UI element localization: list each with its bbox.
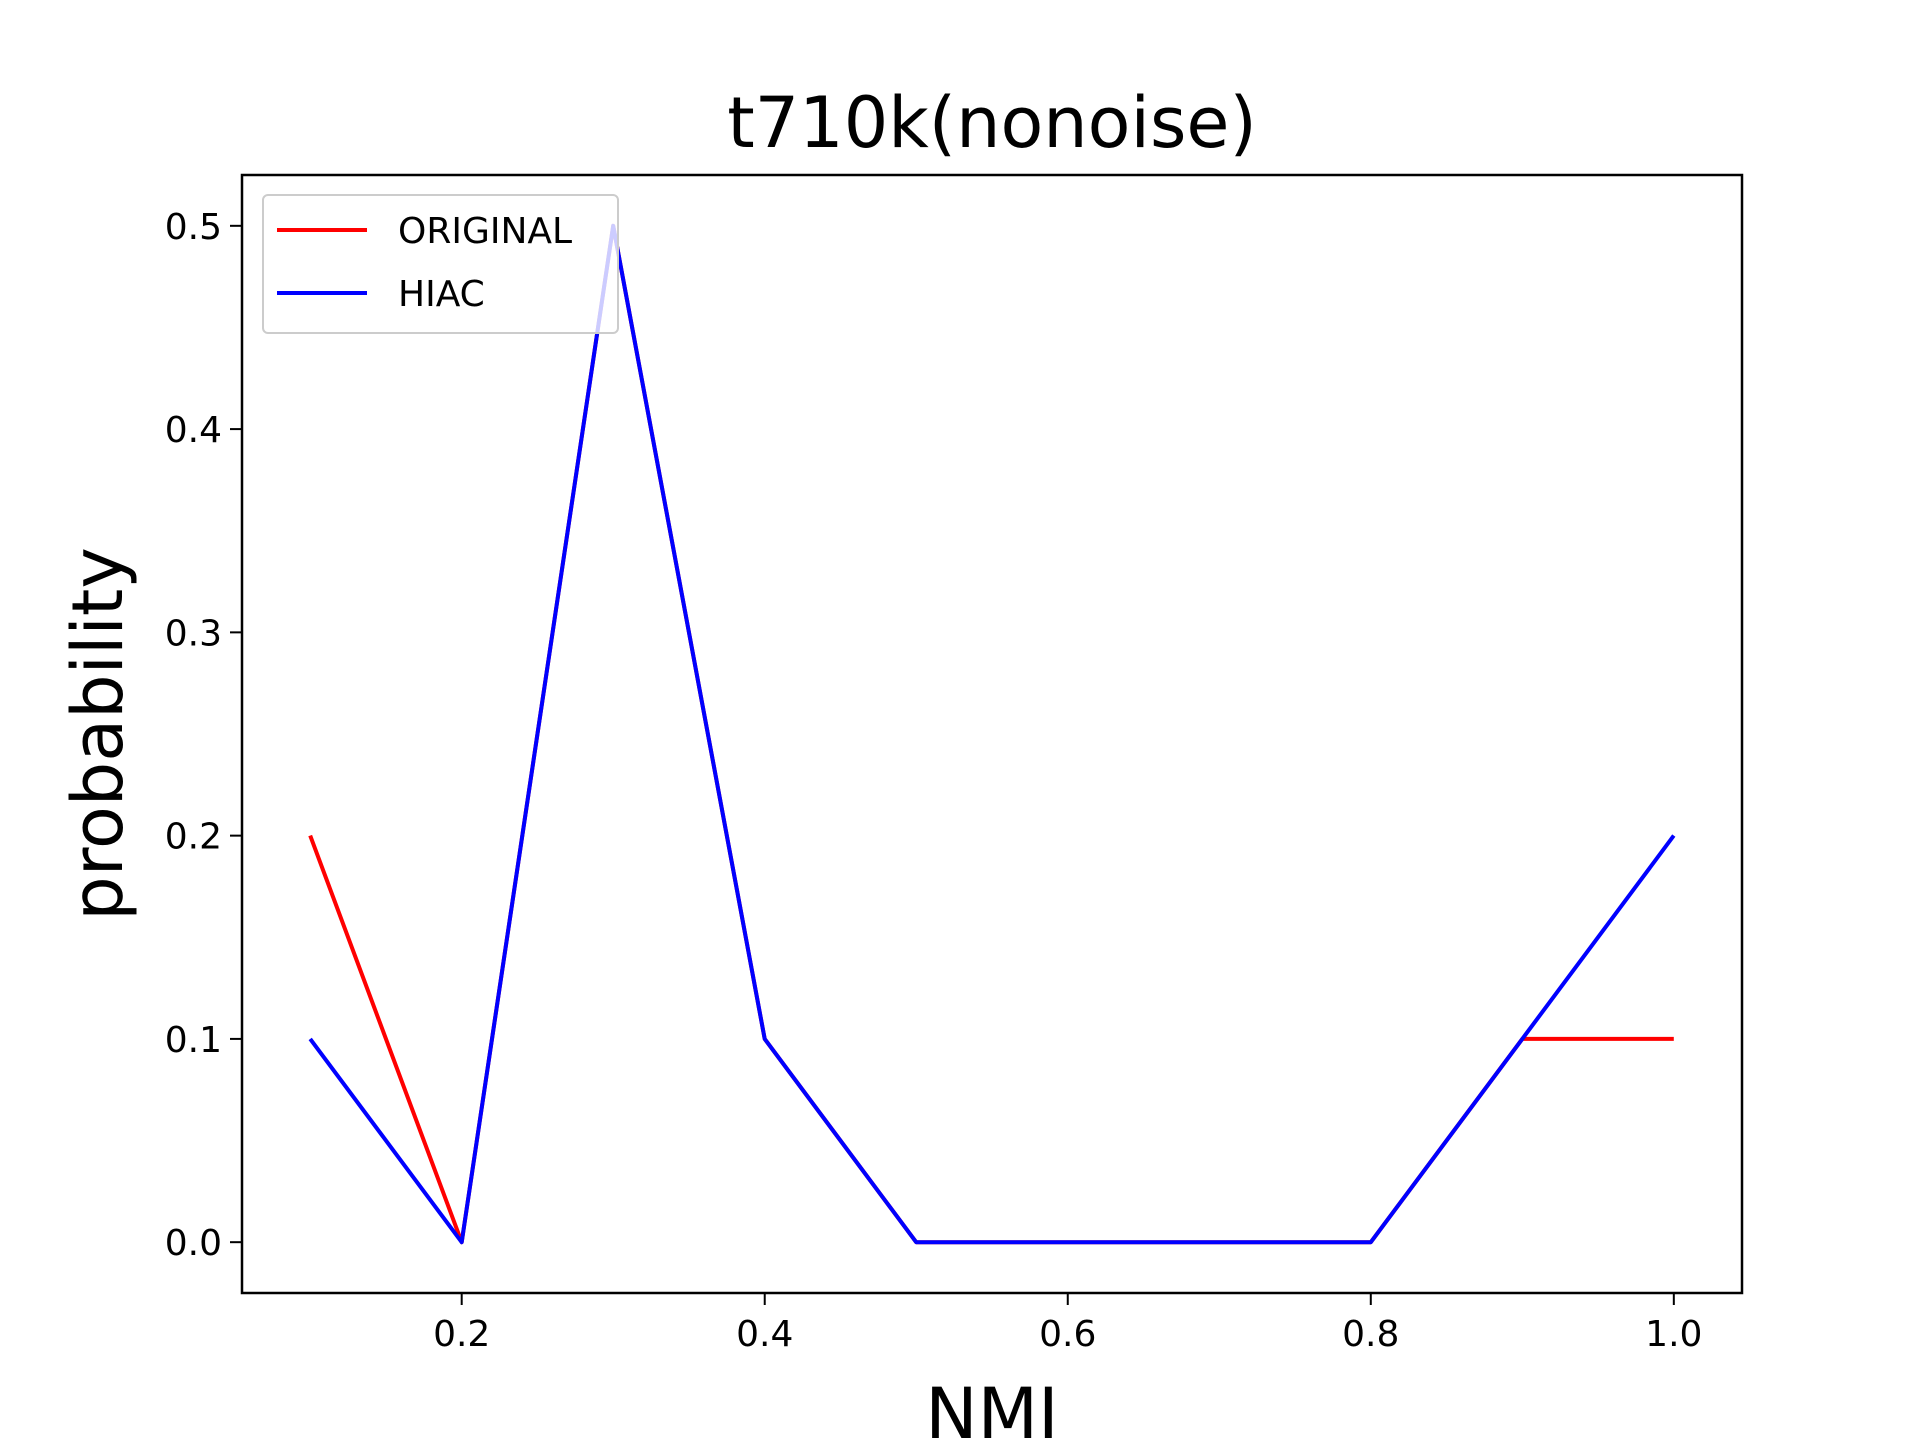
series-layer (308, 223, 1676, 1245)
x-tick-label: 0.8 (1342, 1314, 1399, 1355)
x-axis-label: NMI (925, 1373, 1058, 1440)
y-axis-label: probability (57, 547, 139, 920)
legend-label-hiac: HIAC (398, 274, 485, 315)
y-tick-label: 0.0 (165, 1223, 222, 1264)
chart-title: t710k(nonoise) (727, 82, 1257, 164)
x-tick-label: 1.0 (1645, 1314, 1702, 1355)
x-axis: 0.2 0.4 0.6 0.8 1.0 (433, 1293, 1702, 1355)
x-tick-label: 0.6 (1039, 1314, 1096, 1355)
y-axis: 0.0 0.1 0.2 0.3 0.4 0.5 (165, 207, 242, 1264)
y-tick-label: 0.5 (165, 207, 222, 248)
series-line-hiac (308, 223, 1676, 1245)
y-tick-label: 0.4 (165, 410, 222, 451)
legend: ORIGINAL HIAC (262, 194, 619, 334)
x-tick-label: 0.4 (736, 1314, 793, 1355)
y-tick-label: 0.1 (165, 1020, 222, 1061)
y-tick-label: 0.2 (165, 817, 222, 858)
y-tick-label: 0.3 (165, 613, 222, 654)
legend-label-original: ORIGINAL (398, 211, 572, 252)
x-tick-label: 0.2 (433, 1314, 490, 1355)
plot-area-frame (240, 173, 1744, 1295)
